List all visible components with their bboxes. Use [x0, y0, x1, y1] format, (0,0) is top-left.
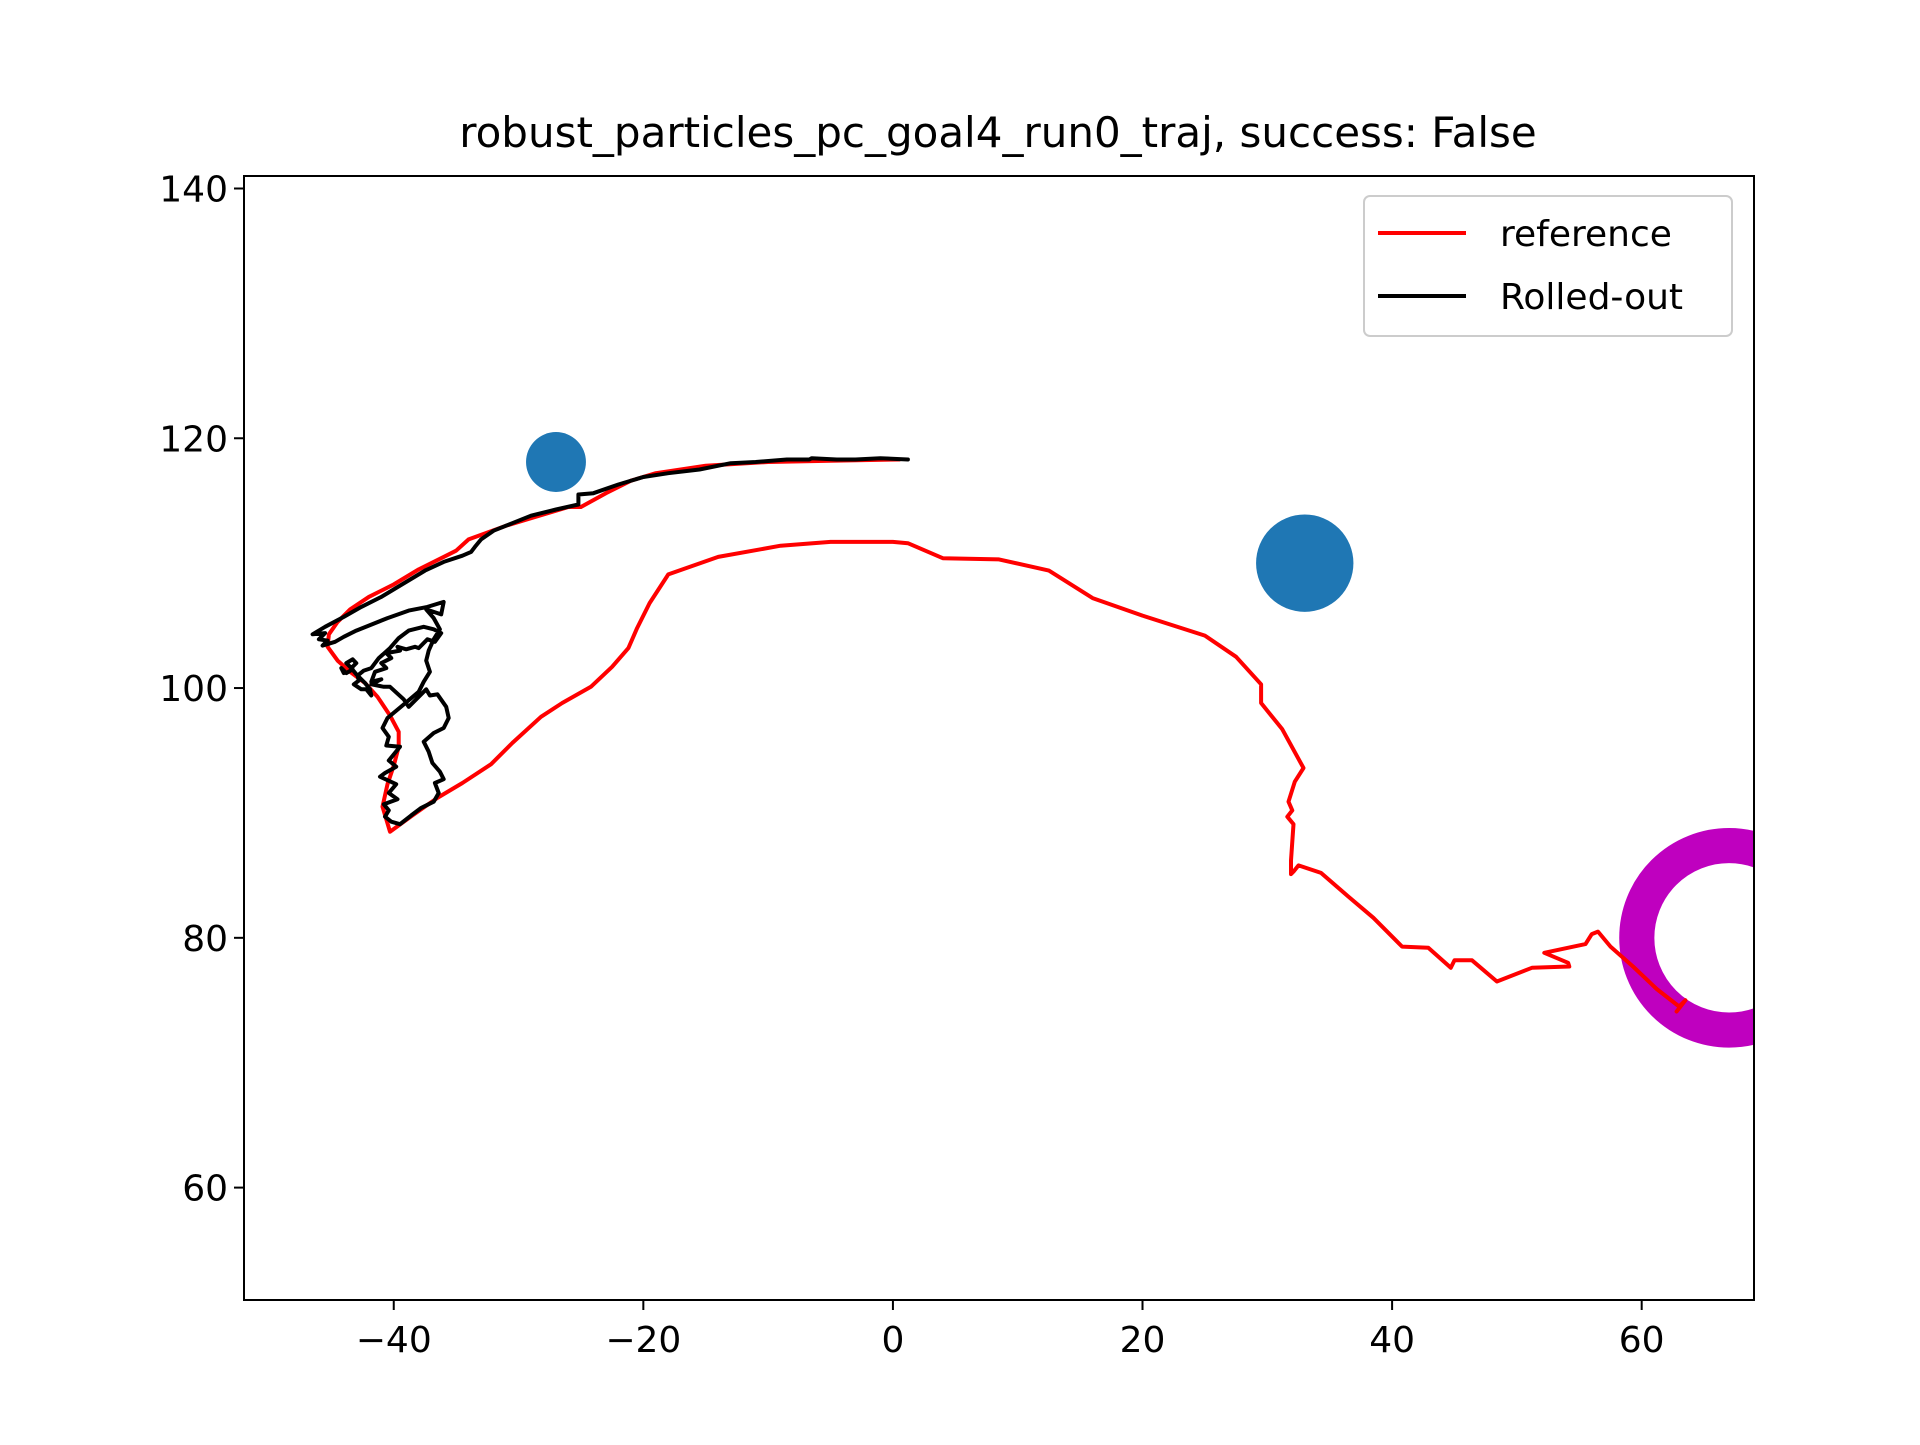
goal-ring	[1619, 828, 1754, 1048]
plot-area	[310, 432, 1754, 1048]
x-tick-label: 40	[1369, 1320, 1415, 1361]
y-tick-label: 60	[182, 1169, 228, 1210]
y-tick-label: 140	[159, 169, 228, 210]
y-tick-label: 120	[159, 419, 228, 460]
y-tick-label: 80	[182, 919, 228, 960]
plot-frame	[243, 175, 1755, 1301]
obstacle-circle-1	[526, 432, 586, 492]
shape-layer	[526, 432, 1754, 1048]
series-line-rolled-out	[310, 456, 910, 827]
legend-label: Rolled-out	[1500, 277, 1683, 318]
legend: reference Rolled-out	[1363, 195, 1733, 337]
series-line-reference	[325, 457, 1688, 1014]
x-tick-label: 60	[1619, 1320, 1665, 1361]
chart-title: robust_particles_pc_goal4_run0_traj, suc…	[459, 108, 1536, 157]
trajectory-layer	[310, 456, 1688, 1014]
x-tick-label: 0	[881, 1320, 904, 1361]
obstacle-circle-2	[1256, 514, 1354, 612]
y-axis: 60 80 100 120 140	[159, 169, 244, 1210]
x-axis: −40 −20 0 20 40 60	[356, 1300, 1665, 1361]
x-tick-label: −20	[605, 1320, 681, 1361]
y-tick-label: 100	[159, 669, 228, 710]
legend-label: reference	[1500, 214, 1672, 255]
x-tick-label: 20	[1120, 1320, 1166, 1361]
x-tick-label: −40	[356, 1320, 432, 1361]
